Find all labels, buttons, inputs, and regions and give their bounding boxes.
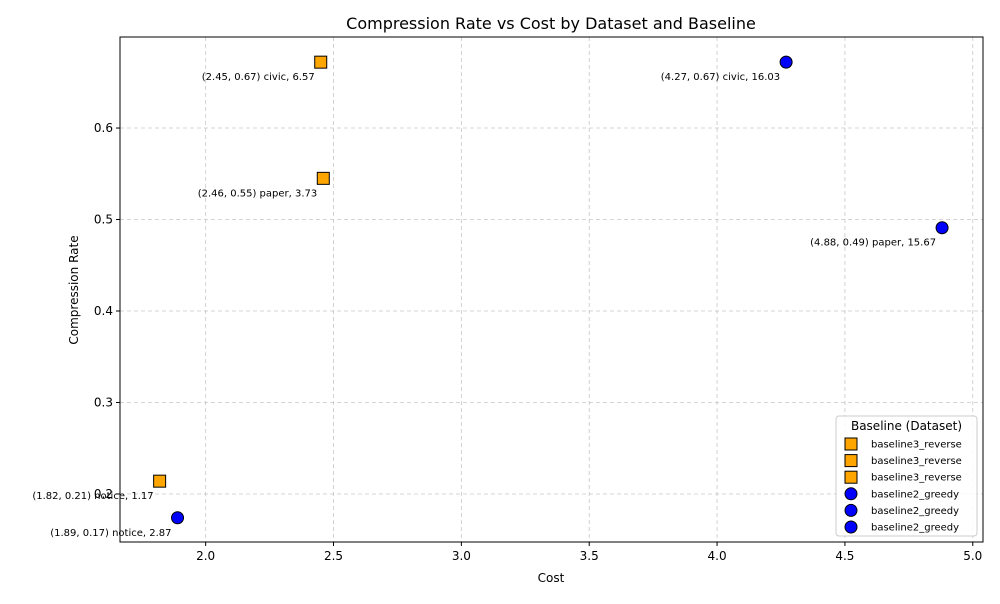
legend-entry-label: baseline3_reverse [871,473,962,484]
legend-box [835,415,978,537]
point-labels: (2.45, 0.67) civic, 6.57 (2.46, 0.55) pap… [32,72,936,539]
y-axis-label: Compression Rate [67,235,81,344]
chart-title: Compression Rate vs Cost by Dataset and … [346,14,756,33]
legend-marker-square [844,470,858,484]
axes: 2.0 2.5 3.0 3.5 4.0 4.5 5.0 0.2 0.3 0.4 0.5 0.6 [94,36,984,563]
plot-frame [119,36,984,543]
x-tick-label: 3.5 [580,549,599,563]
legend: Baseline (Dataset)baseline3_reversebasel… [835,415,978,537]
y-tick-label: 0.5 [94,213,113,227]
x-tick-label: 5.0 [963,549,982,563]
y-tick-label: 0.6 [94,121,113,135]
data-point-square [314,55,328,69]
y-tick-label: 0.3 [94,395,113,409]
x-tick-label: 4.0 [708,549,727,563]
point-annotation: (4.88, 0.49) paper, 15.67 [810,238,936,249]
point-annotation: (1.82, 0.21) notice, 1.17 [32,491,153,502]
x-tick-label: 2.5 [324,549,343,563]
legend-marker-circle [844,503,858,517]
x-axis-label: Cost [538,571,565,585]
grid [120,37,983,542]
data-point-square [316,171,330,185]
point-annotation: (2.45, 0.67) civic, 6.57 [202,72,315,83]
y-tick-label: 0.4 [94,304,113,318]
data-point-square [153,474,167,488]
data-points [153,55,949,525]
legend-entry-label: baseline2_greedy [871,506,959,517]
x-tick-label: 3.0 [452,549,471,563]
point-annotation: (4.27, 0.67) civic, 16.03 [661,72,780,83]
data-point-circle [935,221,949,235]
x-tick-label: 2.0 [196,549,215,563]
legend-entry-label: baseline2_greedy [871,489,959,500]
point-annotation: (1.89, 0.17) notice, 2.87 [50,528,171,539]
point-annotation: (2.46, 0.55) paper, 3.73 [198,188,318,199]
legend-marker-square [844,454,858,468]
legend-marker-circle [844,487,858,501]
legend-marker-square [844,437,858,451]
legend-marker-circle [844,520,858,534]
x-tick-label: 4.5 [835,549,854,563]
legend-title: Baseline (Dataset) [851,419,962,433]
legend-entry-label: baseline3_reverse [871,456,962,467]
data-point-circle [171,511,185,525]
y-tick-label: 0.2 [94,487,113,501]
legend-entry-label: baseline2_greedy [871,523,959,534]
data-point-circle [779,55,793,69]
legend-entry-label: baseline3_reverse [871,440,962,451]
